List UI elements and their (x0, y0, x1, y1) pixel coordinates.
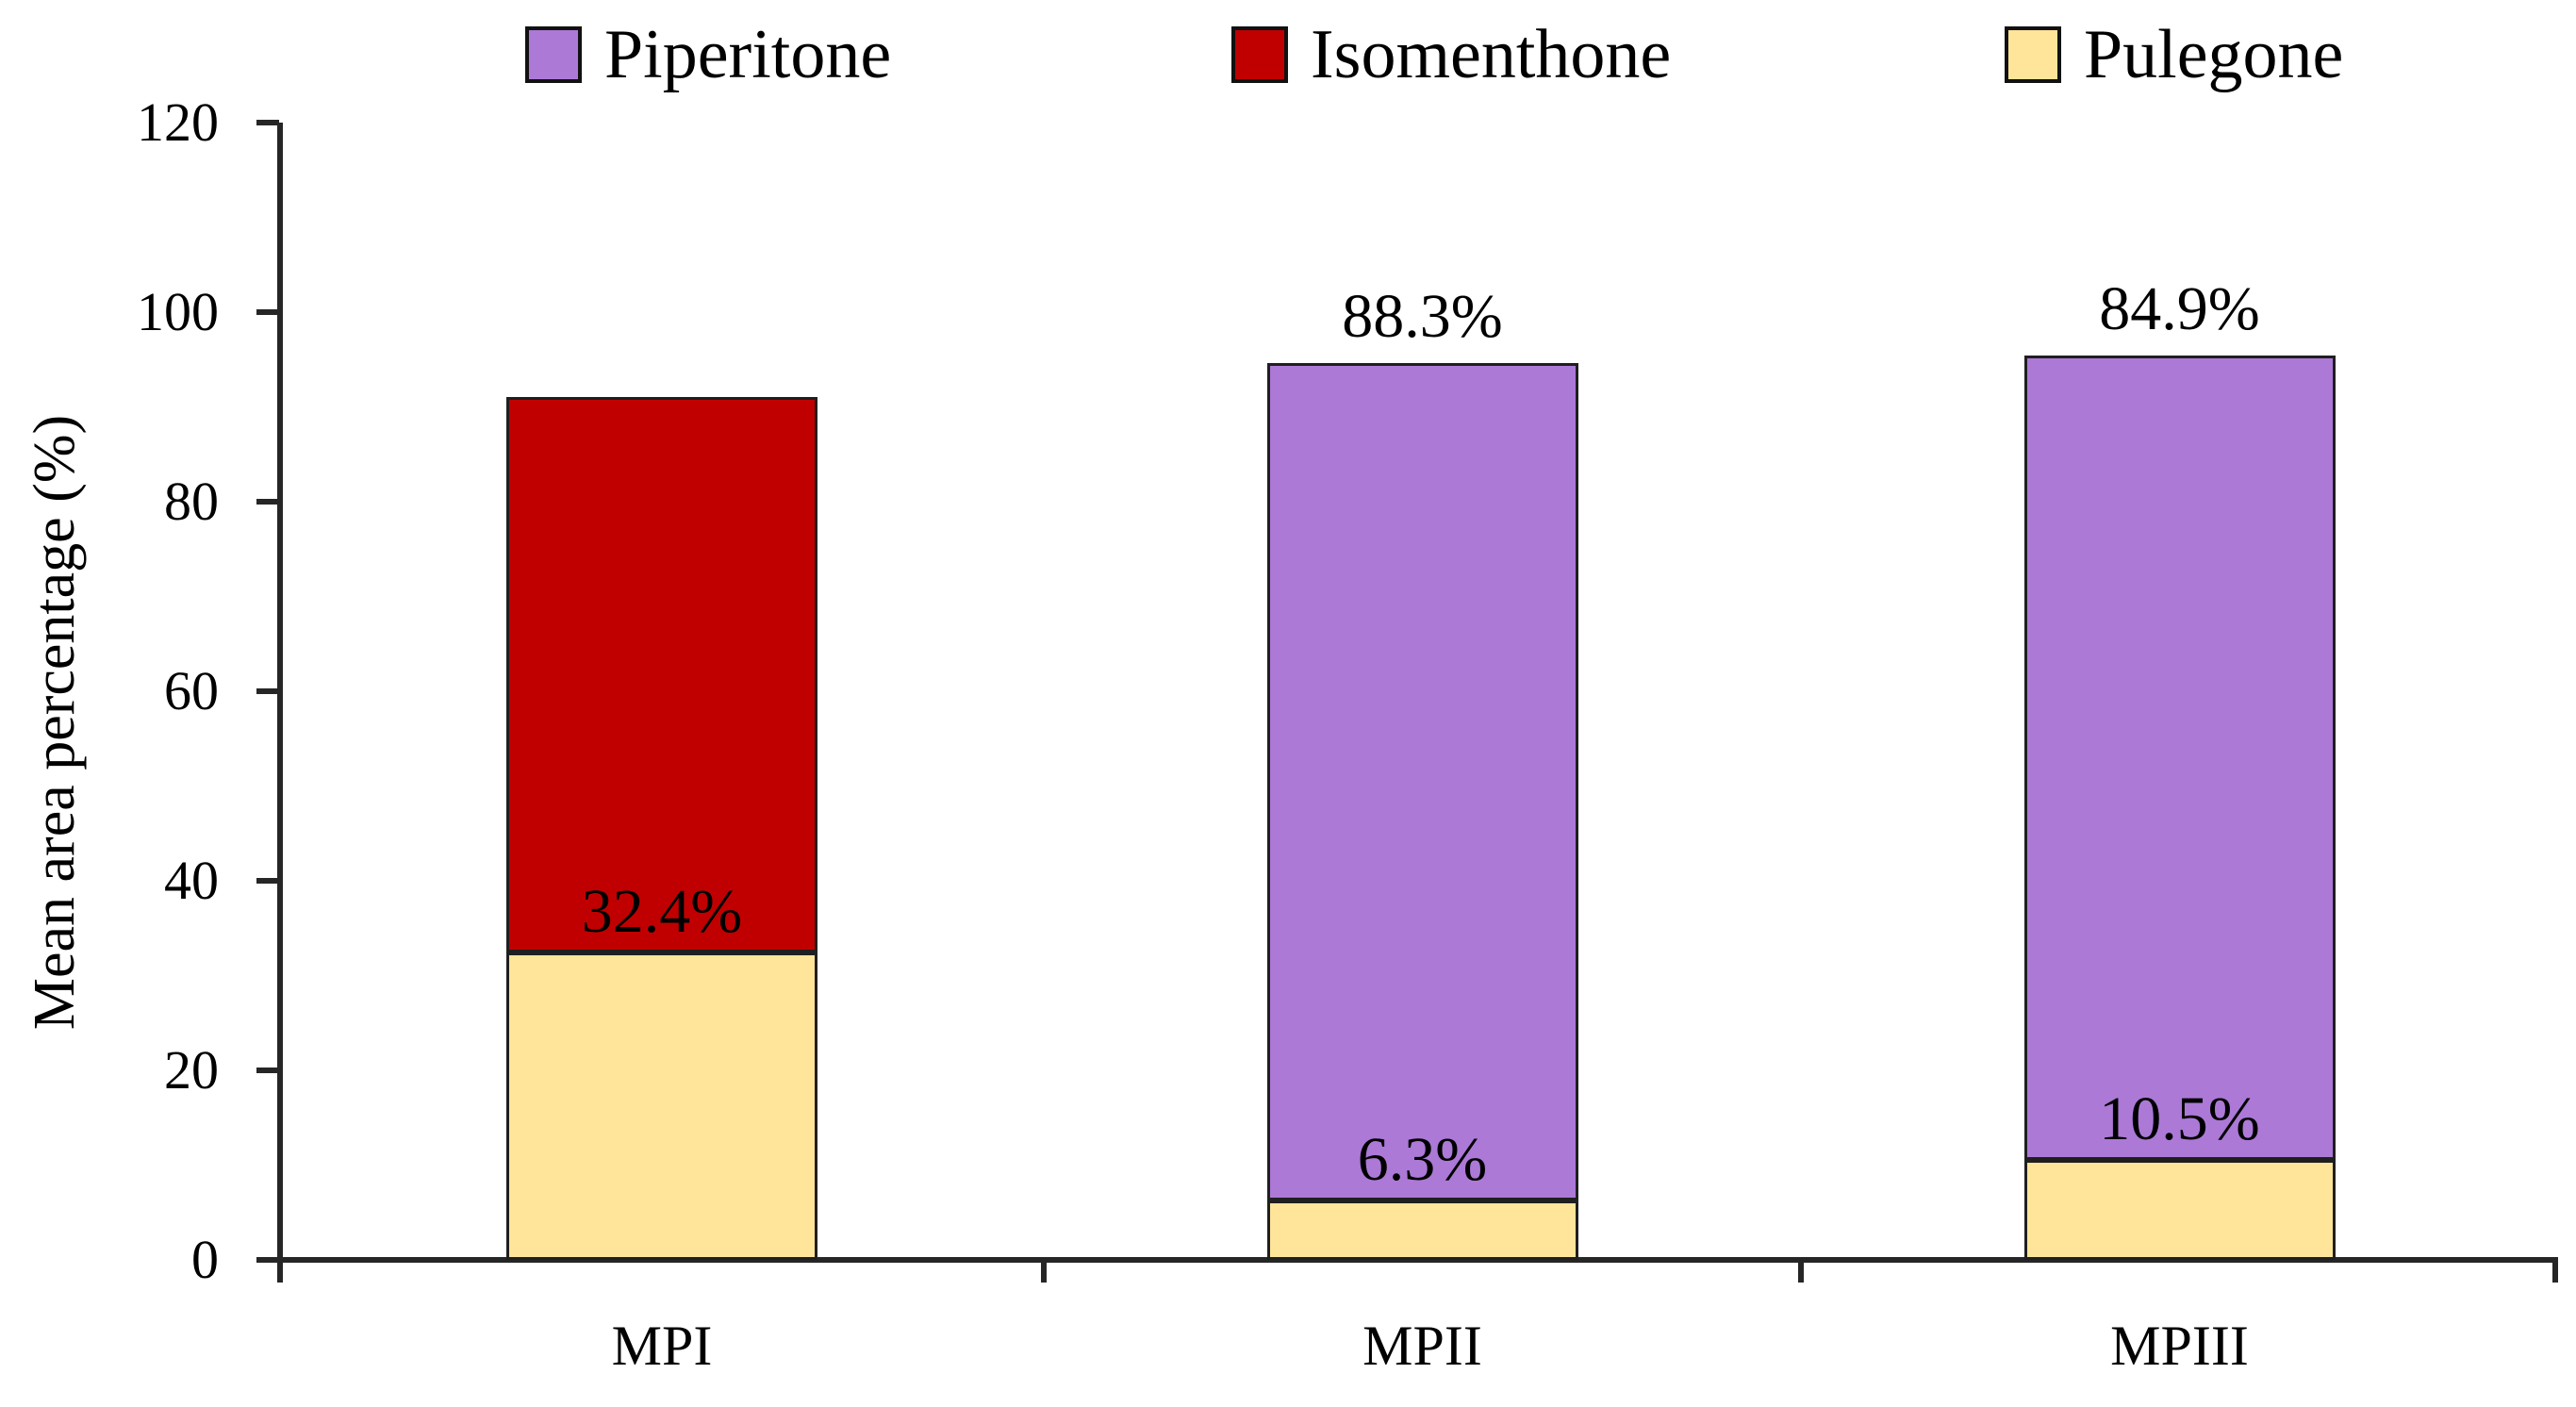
y-tick-label: 20 (164, 1039, 219, 1101)
x-tick-mark (1798, 1260, 1804, 1283)
y-tick-mark (256, 1257, 279, 1263)
y-tick-label: 100 (137, 281, 219, 342)
pulegone-swatch-icon (2005, 26, 2061, 83)
bar-segment-piperitone-mpii (1266, 363, 1578, 1200)
y-tick-label: 60 (164, 660, 219, 721)
y-tick-mark (256, 1068, 279, 1073)
x-category-label-mpii: MPII (1362, 1315, 1482, 1377)
bar-total-label: 84.9% (2099, 274, 2260, 344)
x-category-label-mpiii: MPIII (2110, 1315, 2249, 1377)
legend-label-pulegone: Pulegone (2084, 16, 2344, 93)
y-tick-label: 0 (191, 1229, 219, 1290)
segment-value-label: 10.5% (2099, 1084, 2260, 1154)
y-tick-label: 40 (164, 850, 219, 911)
x-axis-line (257, 1257, 2558, 1263)
x-category-label-mpi: MPI (611, 1315, 713, 1377)
bar-total-label: 88.3% (1342, 282, 1503, 352)
legend-label-piperitone: Piperitone (604, 16, 892, 93)
legend-item-isomenthone: Isomenthone (1231, 9, 1671, 100)
x-tick-mark (1041, 1260, 1047, 1283)
piperitone-swatch-icon (525, 26, 582, 83)
bar-segment-piperitone-mpiii (2023, 356, 2336, 1161)
bar-segment-isomenthone-mpi (506, 397, 817, 953)
legend-item-piperitone: Piperitone (525, 9, 891, 100)
bar-segment-pulegone-mpi (506, 952, 817, 1260)
y-tick-mark (256, 688, 279, 694)
x-tick-mark (2552, 1260, 2558, 1283)
y-tick-mark (256, 878, 279, 884)
y-tick-label: 80 (164, 471, 219, 532)
segment-value-label: 6.3% (1357, 1124, 1488, 1194)
segment-value-label: 32.4% (581, 877, 743, 947)
legend-label-isomenthone: Isomenthone (1311, 16, 1672, 93)
y-tick-mark (256, 120, 279, 125)
bar-segment-pulegone-mpii (1266, 1200, 1578, 1260)
y-axis-line (277, 123, 283, 1283)
legend-item-pulegone: Pulegone (2005, 9, 2343, 100)
isomenthone-swatch-icon (1231, 26, 1288, 83)
y-tick-mark (256, 309, 279, 315)
y-tick-label: 120 (137, 91, 219, 153)
bar-segment-pulegone-mpiii (2023, 1160, 2336, 1260)
chart-legend: Piperitone Isomenthone Pulegone (0, 9, 2576, 104)
y-tick-mark (256, 499, 279, 505)
